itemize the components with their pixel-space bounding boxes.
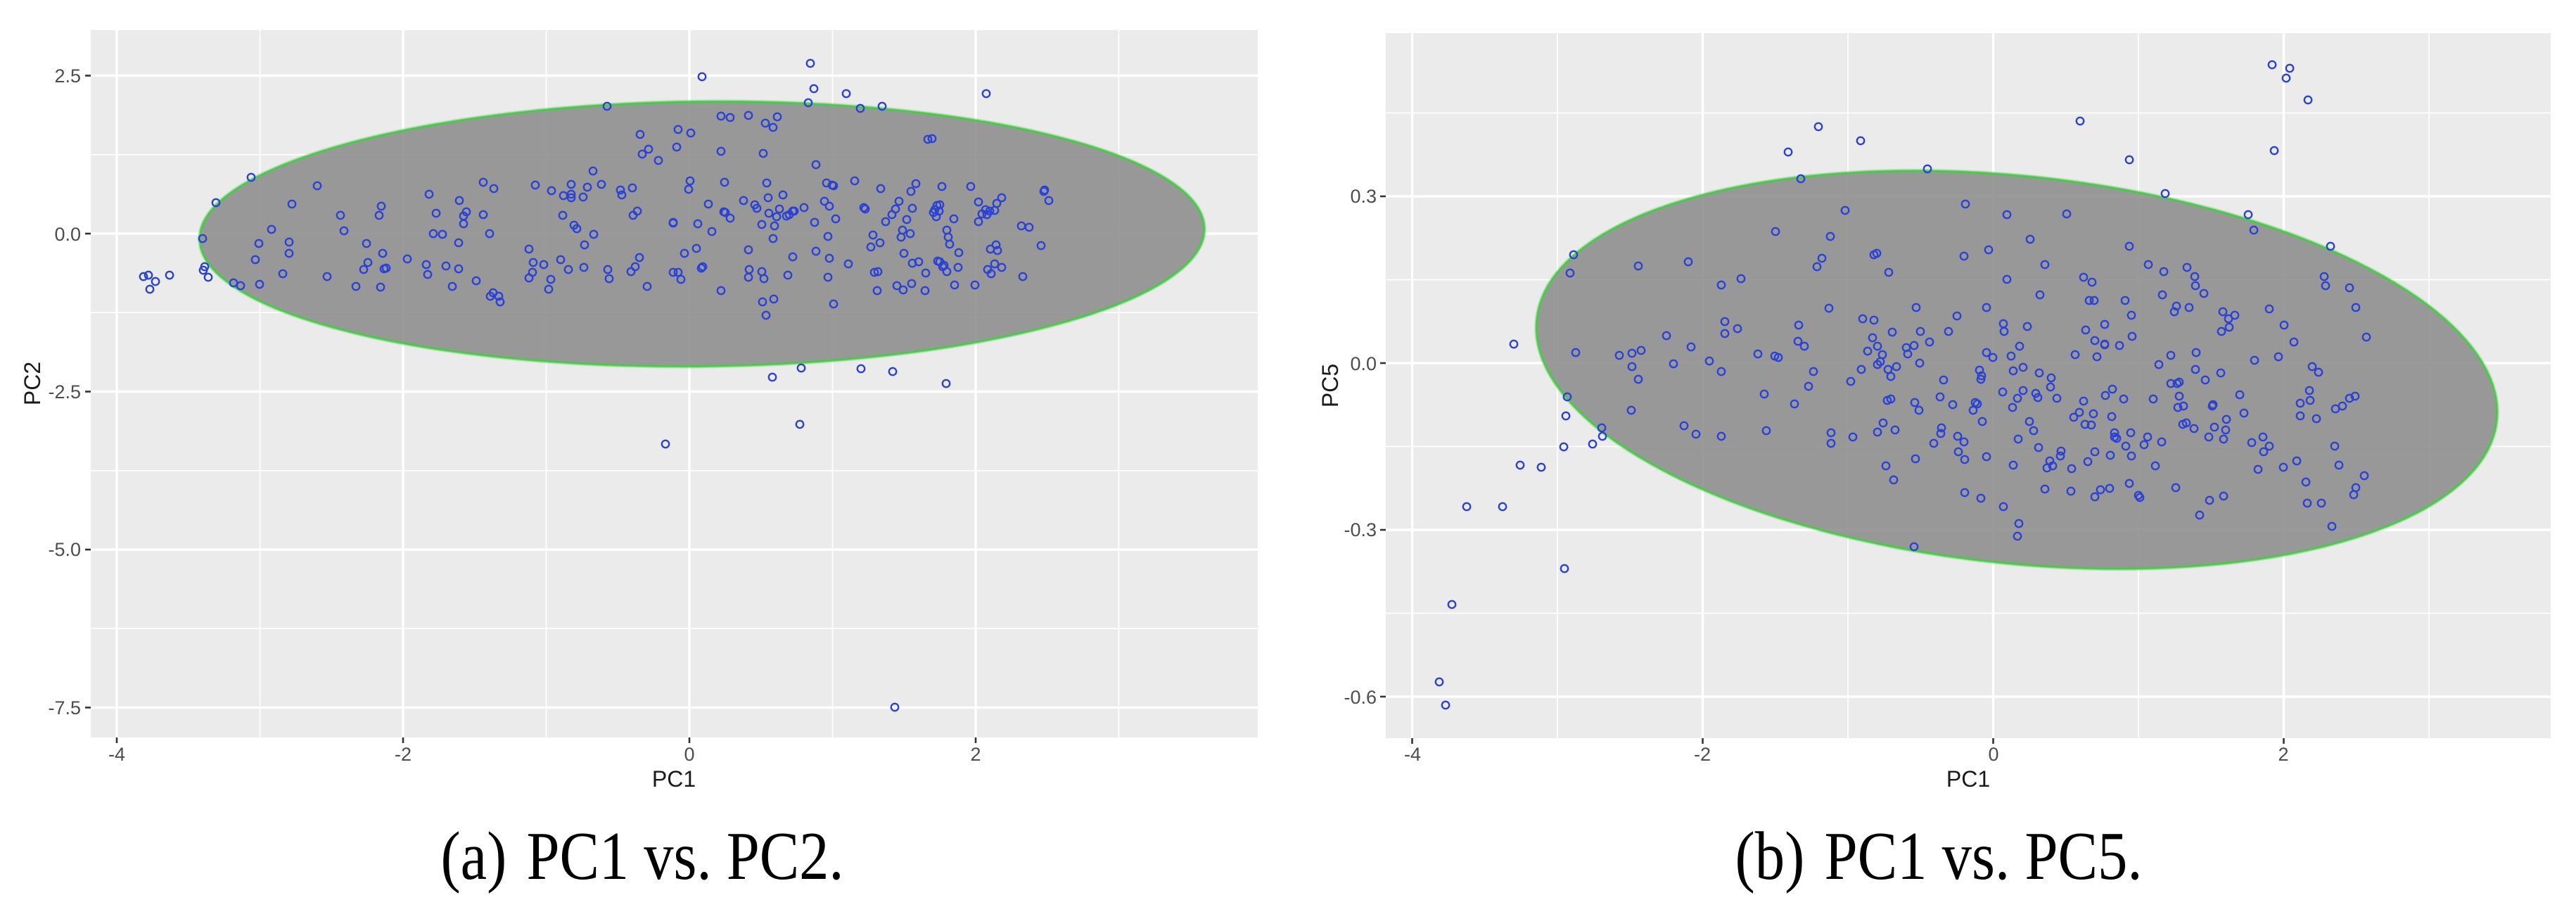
- svg-text:-2.5: -2.5: [48, 381, 81, 403]
- svg-text:0.3: 0.3: [1350, 186, 1377, 207]
- svg-text:-2: -2: [1694, 744, 1711, 765]
- svg-text:0.0: 0.0: [54, 224, 81, 245]
- svg-text:PC2: PC2: [20, 362, 45, 405]
- svg-text:-0.3: -0.3: [1344, 519, 1377, 540]
- svg-text:0.0: 0.0: [1350, 353, 1377, 374]
- svg-text:0: 0: [1988, 744, 1998, 765]
- svg-text:(a) PC1 vs. PC2.: (a) PC1 vs. PC2.: [441, 818, 844, 894]
- svg-text:-7.5: -7.5: [48, 697, 81, 718]
- svg-text:PC1: PC1: [1946, 766, 1990, 792]
- svg-text:2.5: 2.5: [54, 65, 81, 87]
- svg-text:PC5: PC5: [1318, 364, 1343, 407]
- svg-text:-2: -2: [395, 744, 412, 765]
- svg-text:-4: -4: [1404, 744, 1421, 765]
- svg-text:-4: -4: [108, 744, 125, 765]
- svg-text:2: 2: [970, 744, 981, 765]
- svg-text:0: 0: [684, 744, 694, 765]
- svg-text:-5.0: -5.0: [48, 539, 81, 560]
- svg-text:(b) PC1 vs. PC5.: (b) PC1 vs. PC5.: [1735, 818, 2143, 894]
- svg-text:PC1: PC1: [652, 766, 696, 792]
- svg-text:-0.6: -0.6: [1344, 687, 1377, 708]
- svg-text:2: 2: [2278, 744, 2288, 765]
